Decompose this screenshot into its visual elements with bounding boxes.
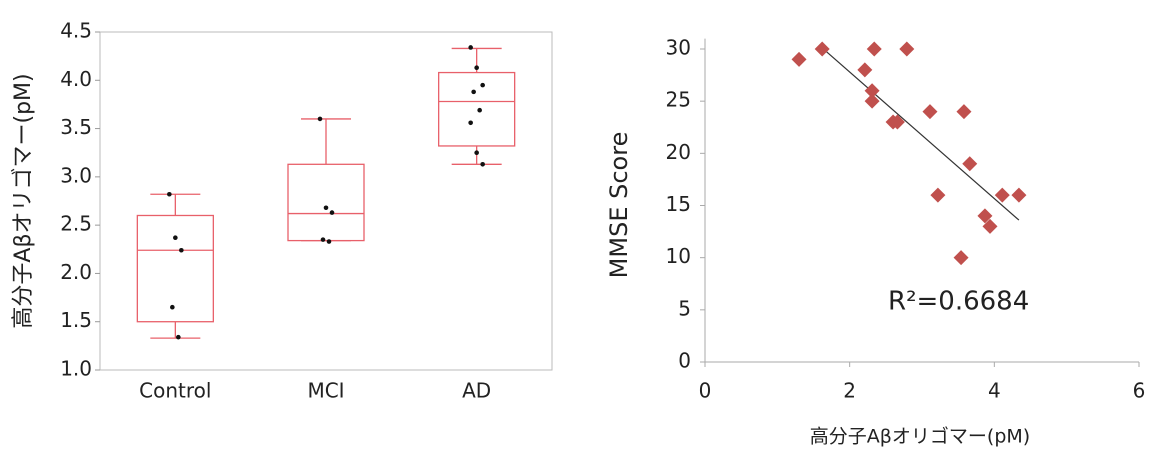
annotation: R²=0.6684: [888, 287, 1029, 317]
point: [866, 41, 882, 57]
point: [173, 235, 178, 240]
y-tick-label: 4.5: [60, 19, 92, 43]
point: [864, 93, 880, 109]
point: [480, 162, 485, 167]
y-tick-label: 1.5: [60, 308, 92, 332]
y-tick-label: 3.5: [60, 115, 92, 139]
y-tick-label: 2.0: [60, 260, 92, 284]
point: [320, 237, 326, 242]
point: [477, 107, 482, 113]
point: [791, 51, 807, 67]
point: [956, 104, 972, 120]
point: [474, 150, 479, 156]
point: [471, 89, 476, 95]
x-tick-label: 4: [988, 379, 1001, 403]
x-axis-label: 高分子Aβオリゴマー(pM): [810, 426, 1030, 448]
point: [930, 187, 946, 203]
point: [889, 114, 905, 130]
y-tick-label: 3.0: [60, 163, 92, 187]
point: [326, 239, 332, 244]
point: [170, 304, 175, 310]
y-tick-label: 25: [666, 88, 691, 112]
point: [857, 62, 873, 78]
x-tick-label: 6: [1133, 379, 1146, 403]
point: [1011, 187, 1027, 203]
y-tick-label: 10: [666, 244, 691, 268]
y-tick-label: 20: [666, 140, 691, 164]
point: [994, 187, 1010, 203]
point: [480, 82, 485, 88]
y-tick-label: 1.0: [60, 357, 92, 381]
plot-frame: [99, 31, 553, 371]
y-axis-label: 高分子Aβオリゴマー(pM): [11, 73, 36, 328]
point: [323, 205, 329, 211]
point: [977, 208, 993, 224]
point: [317, 116, 323, 122]
point: [953, 250, 969, 266]
point: [329, 210, 335, 215]
point: [922, 104, 938, 120]
point: [962, 156, 978, 172]
y-tick-label: 2.5: [60, 212, 92, 236]
x-tick-label: AD: [462, 379, 491, 403]
y-tick-label: 4.0: [60, 67, 92, 91]
x-tick-label: Control: [139, 379, 211, 403]
trendline: [821, 47, 1020, 221]
point: [179, 247, 184, 253]
point: [899, 41, 915, 57]
y-axis-label: MMSE Score: [605, 132, 633, 279]
point: [982, 218, 998, 234]
point: [814, 41, 830, 57]
box: [287, 163, 365, 242]
x-tick-label: 2: [843, 379, 856, 403]
point: [468, 45, 473, 50]
point: [474, 65, 479, 71]
box: [438, 71, 516, 147]
y-tick-label: 30: [666, 36, 691, 60]
y-tick-label: 5: [678, 296, 691, 320]
point: [468, 120, 473, 126]
point: [167, 191, 172, 197]
point: [864, 83, 880, 99]
y-tick-label: 15: [666, 192, 691, 216]
x-tick-label: 0: [699, 379, 712, 403]
point: [176, 334, 181, 340]
x-tick-label: MCI: [307, 379, 344, 403]
box: [136, 214, 214, 323]
y-tick-label: 0: [678, 349, 691, 373]
